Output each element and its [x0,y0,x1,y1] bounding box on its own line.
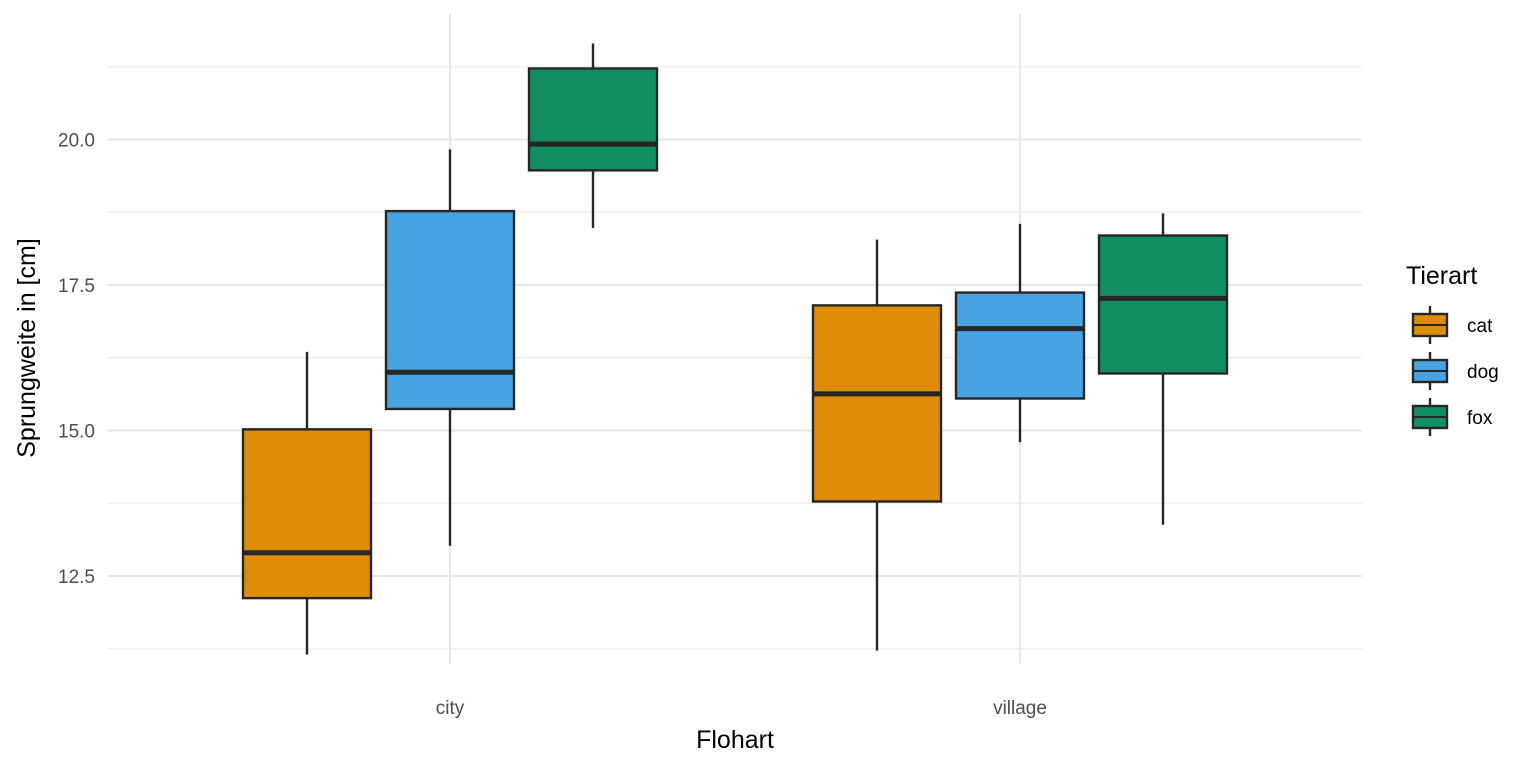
legend-label: dog [1467,362,1499,383]
y-tick-label: 15.0 [58,422,95,443]
y-axis-title: Sprungweite in [cm] [13,238,41,458]
box-dog-village [954,223,1086,443]
x-tick-label: village [993,698,1047,719]
y-tick-label: 20.0 [58,131,95,152]
legend-label: cat [1467,316,1493,337]
box-cat-village [811,239,943,651]
legend-label: fox [1467,408,1493,429]
box-fox-city [527,43,659,228]
legend-title: Tierart [1406,262,1477,290]
y-axis-ticks: 12.5 15.0 17.5 20.0 [58,131,95,589]
box-dog-city [384,149,516,546]
y-tick-label: 12.5 [58,567,95,588]
plot-boxes [241,43,1229,655]
box-body [384,209,516,411]
y-tick-label: 17.5 [58,276,95,297]
box-body [811,304,943,503]
box-body [1097,234,1229,375]
box-body [954,291,1086,400]
box-body [241,428,373,600]
legend-item-dog: dog [1411,352,1499,390]
x-axis-title: Flohart [696,726,774,754]
legend-item-fox: fox [1411,398,1493,436]
x-tick-label: city [436,698,465,719]
box-body [527,67,659,172]
legend: Tierart cat dog fox [1406,262,1499,436]
x-axis-ticks: city village [436,698,1047,719]
box-cat-city [241,351,373,655]
box-fox-village [1097,213,1229,525]
legend-item-cat: cat [1411,306,1493,344]
